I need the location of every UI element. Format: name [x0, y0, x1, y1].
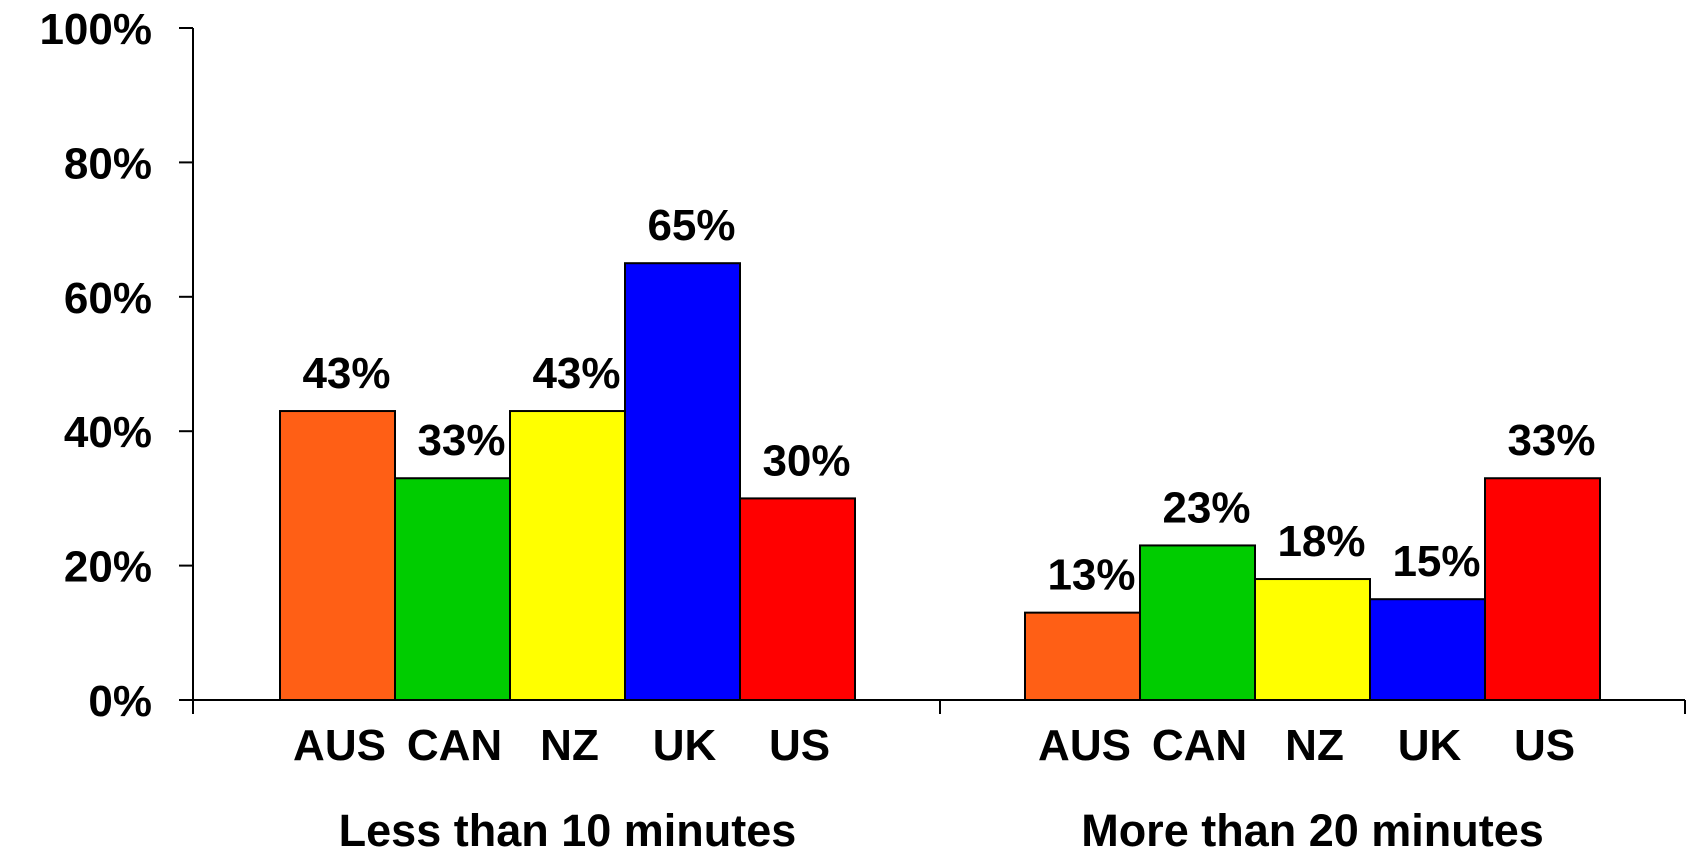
- bar-nz: [1254, 578, 1371, 701]
- x-tick-label: US: [769, 721, 830, 770]
- bar-aus: [279, 410, 396, 701]
- chart-axes: 0% 20% 40% 60% 80% 100%: [39, 5, 1686, 726]
- x-tick-label: CAN: [407, 721, 502, 770]
- x-tick-label: NZ: [540, 721, 599, 770]
- bar-can: [1139, 544, 1256, 701]
- y-tick-label: 20%: [64, 543, 152, 592]
- bar-uk: [1369, 598, 1486, 702]
- data-label: 13%: [1047, 551, 1135, 600]
- y-tick-label: 60%: [64, 274, 152, 323]
- data-label: 33%: [417, 416, 505, 465]
- bar-can: [394, 477, 511, 701]
- bar-us: [739, 497, 856, 701]
- data-label: 43%: [302, 349, 390, 398]
- data-label: 30%: [762, 436, 850, 485]
- group-label: More than 20 minutes: [1081, 805, 1544, 853]
- x-tick-label: AUS: [293, 721, 386, 770]
- x-tick-label: UK: [1398, 721, 1462, 770]
- data-label: 43%: [532, 349, 620, 398]
- y-tick-label: 40%: [64, 408, 152, 457]
- bar-us: [1484, 477, 1601, 701]
- y-tick-label: 0%: [88, 677, 152, 726]
- data-label: 65%: [647, 201, 735, 250]
- group-label: Less than 10 minutes: [339, 805, 797, 853]
- x-tick-label: CAN: [1152, 721, 1247, 770]
- data-label: 23%: [1162, 483, 1250, 532]
- data-label: 18%: [1277, 517, 1365, 566]
- y-tick-label: 100%: [39, 5, 152, 54]
- x-tick-label: US: [1514, 721, 1575, 770]
- x-tick-label: AUS: [1038, 721, 1131, 770]
- y-tick-label: 80%: [64, 139, 152, 188]
- bar-aus: [1024, 611, 1141, 702]
- data-label: 33%: [1507, 416, 1595, 465]
- bar-nz: [509, 410, 626, 701]
- chart-bars: [279, 262, 1601, 702]
- x-tick-label: NZ: [1285, 721, 1344, 770]
- x-tick-label: UK: [653, 721, 717, 770]
- bar-uk: [624, 262, 741, 701]
- chart-labels: 43% AUS 33% CAN 43% NZ 65% UK 30% US Less than 10 …: [293, 201, 1595, 853]
- data-label: 15%: [1392, 537, 1480, 586]
